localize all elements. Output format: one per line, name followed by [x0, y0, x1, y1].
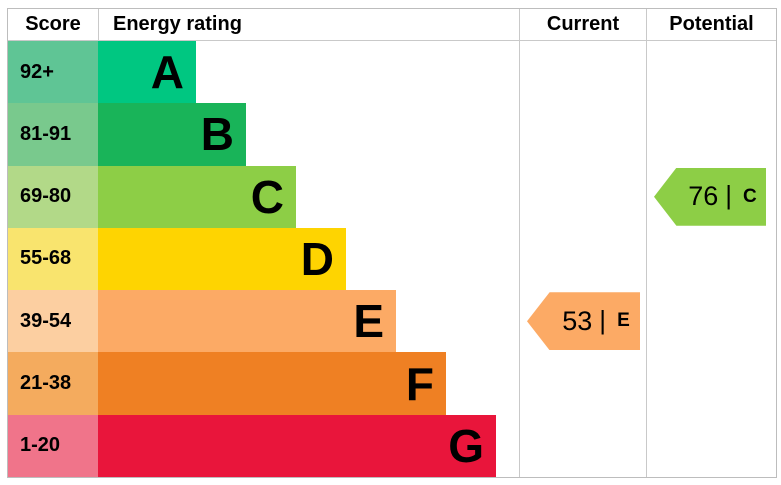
band-row-g: 1-20 G: [8, 414, 776, 477]
potential-cell: [646, 227, 776, 291]
score-range-label: 69-80: [8, 165, 98, 228]
energy-rating-column-header: Energy rating: [98, 9, 519, 40]
score-range-label: 81-91: [8, 103, 98, 166]
rating-cell: G: [98, 414, 519, 477]
potential-cell: [646, 414, 776, 477]
band-letter: F: [405, 357, 434, 410]
potential-rating-arrow: 76 | C: [654, 167, 766, 226]
band-row-d: 55-68 D: [8, 227, 776, 291]
band-rows: 92+ A 81-91 B 69-80 C: [8, 41, 776, 477]
current-cell: [519, 352, 646, 415]
band-row-e: 39-54 E 53 | E: [8, 290, 776, 353]
score-range-label: 55-68: [8, 227, 98, 291]
rating-bar-b: B: [98, 103, 246, 166]
potential-cell: [646, 352, 776, 415]
score-range-label: 1-20: [8, 414, 98, 477]
score-range-label: 21-38: [8, 352, 98, 415]
potential-column-header: Potential: [646, 9, 776, 40]
rating-bar-e: E: [98, 290, 396, 353]
current-cell: 53 | E: [519, 290, 646, 353]
band-letter: C: [250, 170, 284, 223]
potential-cell: [646, 103, 776, 166]
current-rating-band-letter: E: [617, 310, 630, 332]
band-row-b: 81-91 B: [8, 103, 776, 166]
potential-cell: [646, 290, 776, 353]
rating-cell: D: [98, 227, 519, 291]
rating-cell: B: [98, 103, 519, 166]
band-row-f: 21-38 F: [8, 352, 776, 415]
current-cell: [519, 41, 646, 104]
rating-bar-a: A: [98, 41, 196, 104]
band-letter: A: [150, 46, 184, 99]
band-letter: D: [300, 232, 334, 285]
potential-cell: [646, 41, 776, 104]
rating-bar-g: G: [98, 414, 496, 477]
current-column-header: Current: [519, 9, 646, 40]
header-row: Score Energy rating Current Potential: [8, 9, 776, 41]
band-letter: G: [448, 419, 484, 472]
potential-rating-band-letter: C: [743, 185, 757, 207]
current-cell: [519, 103, 646, 166]
current-rating-value: 53: [562, 305, 593, 336]
rating-bar-f: F: [98, 352, 446, 415]
potential-rating-value: 76: [688, 181, 719, 212]
pipe-separator: |: [599, 304, 607, 335]
current-cell: [519, 414, 646, 477]
rating-bar-c: C: [98, 165, 296, 228]
score-column-header: Score: [25, 13, 81, 35]
potential-cell: 76 | C: [646, 165, 776, 228]
epc-rating-chart: Score Energy rating Current Potential 92…: [7, 8, 777, 478]
rating-cell: A: [98, 41, 519, 104]
band-row-c: 69-80 C 76 | C: [8, 165, 776, 228]
rating-cell: C: [98, 165, 519, 228]
band-row-a: 92+ A: [8, 41, 776, 104]
current-cell: [519, 227, 646, 291]
score-range-label: 92+: [8, 41, 98, 104]
rating-cell: F: [98, 352, 519, 415]
current-rating-arrow: 53 | E: [527, 292, 640, 351]
band-letter: B: [200, 108, 234, 161]
score-range-label: 39-54: [8, 290, 98, 353]
pipe-separator: |: [725, 180, 733, 211]
band-letter: E: [353, 295, 384, 348]
rating-bar-d: D: [98, 227, 346, 291]
current-cell: [519, 165, 646, 228]
rating-cell: E: [98, 290, 519, 353]
